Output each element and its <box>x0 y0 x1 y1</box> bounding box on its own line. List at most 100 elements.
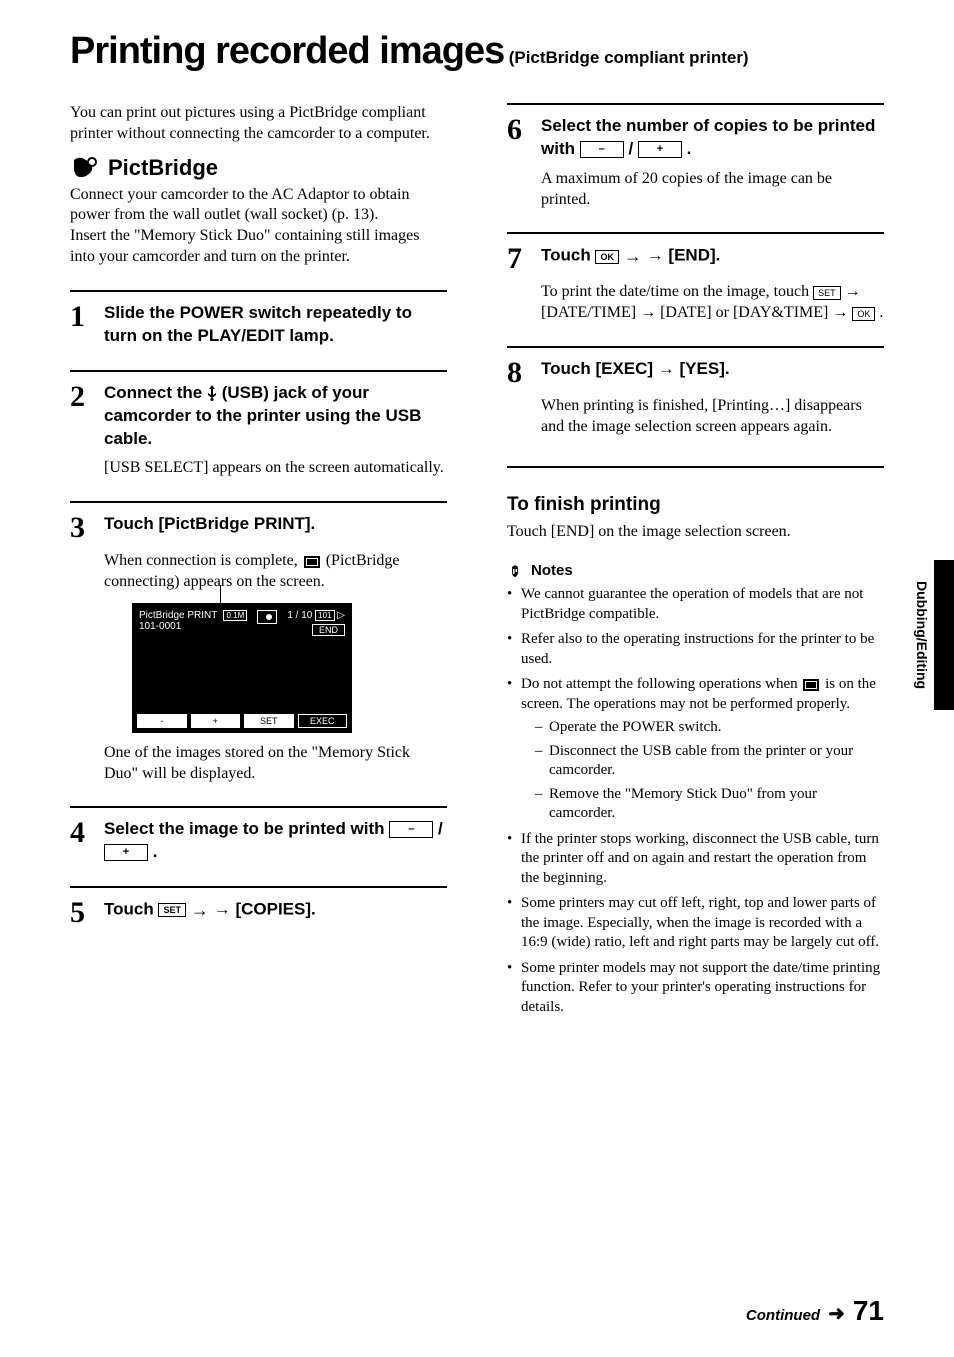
lcd-size: 0.1M <box>223 610 247 621</box>
note-item: If the printer stops working, disconnect… <box>507 830 884 889</box>
ok-button: OK <box>852 307 875 321</box>
lcd-title: PictBridge PRINT <box>139 610 217 621</box>
lcd-plus-button: + <box>191 714 241 728</box>
step-3: 3 Touch [PictBridge PRINT]. When connect… <box>70 501 447 784</box>
step-body: To print the date/time on the image, tou… <box>541 282 884 324</box>
note-subitem: Remove the "Memory Stick Duo" from your … <box>535 785 884 824</box>
step-title: Slide the POWER switch repeatedly to tur… <box>104 302 447 348</box>
notes-icon <box>507 563 523 579</box>
note-subitem: Disconnect the USB cable from the printe… <box>535 742 884 781</box>
continued-arrow-icon: ➜ <box>828 1301 845 1326</box>
note-subitem: Operate the POWER switch. <box>535 718 884 738</box>
note-item: Refer also to the operating instructions… <box>507 630 884 669</box>
pictbridge-text: Connect your camcorder to the AC Adaptor… <box>70 185 447 268</box>
step-6: 6 Select the number of copies to be prin… <box>507 103 884 210</box>
step-2: 2 Connect the (USB) jack of your camcord… <box>70 370 447 480</box>
pictbridge-icon <box>70 156 102 180</box>
step-number: 2 <box>70 382 94 412</box>
text: When connection is complete, <box>104 552 302 569</box>
arrow-icon: → <box>624 246 647 266</box>
step-number: 5 <box>70 898 94 928</box>
text: Connect the <box>104 383 207 402</box>
text: Touch <box>541 246 595 265</box>
connection-icon <box>304 556 320 568</box>
step-7: 7 Touch OK → → [END]. To print the date/… <box>507 232 884 324</box>
right-column: 6 Select the number of copies to be prin… <box>507 103 884 1023</box>
connection-icon <box>803 679 819 691</box>
step-4: 4 Select the image to be printed with – … <box>70 806 447 864</box>
lcd-exec-button: EXEC <box>298 714 348 728</box>
plus-button: + <box>638 141 682 158</box>
notes-label: Notes <box>531 562 573 579</box>
lcd-minus-button: - <box>137 714 187 728</box>
note-item: We cannot guarantee the operation of mod… <box>507 585 884 624</box>
text: . <box>879 304 883 321</box>
page-heading: Printing recorded images (PictBridge com… <box>70 30 884 73</box>
note-item: Some printers may cut off left, right, t… <box>507 894 884 953</box>
step-5: 5 Touch SET → → [COPIES]. <box>70 886 447 928</box>
text: / <box>438 819 443 838</box>
step-8: 8 Touch [EXEC] → [YES]. When printing is… <box>507 346 884 438</box>
usb-icon <box>207 385 217 401</box>
step-1: 1 Slide the POWER switch repeatedly to t… <box>70 290 447 348</box>
step-title: Touch [EXEC] → [YES]. <box>541 358 730 381</box>
step-title: Select the image to be printed with – / … <box>104 818 447 864</box>
lcd-illustration: PictBridge PRINT 101-0001 0.1M 1 / 10 <box>132 603 352 733</box>
note-item: Do not attempt the following operations … <box>507 675 884 824</box>
pictbridge-label: PictBridge <box>108 155 218 181</box>
left-column: You can print out pictures using a PictB… <box>70 103 447 1023</box>
step-body: A maximum of 20 copies of the image can … <box>541 169 884 211</box>
step-number: 1 <box>70 302 94 332</box>
lcd-end-button: END <box>312 624 345 636</box>
notes-heading: Notes <box>507 562 884 579</box>
text: Do not attempt the following operations … <box>521 676 801 692</box>
step-title: Touch [PictBridge PRINT]. <box>104 513 315 536</box>
arrow-icon: → <box>191 900 214 920</box>
side-label: Dubbing/Editing <box>914 560 930 710</box>
step-number: 6 <box>507 115 531 145</box>
text: Touch <box>104 900 158 919</box>
page-footer: Continued ➜ 71 <box>746 1295 884 1327</box>
minus-button: – <box>389 821 433 838</box>
text: 1 / 10 <box>287 610 312 621</box>
step-title: Select the number of copies to be printe… <box>541 115 884 161</box>
lcd-count: 1 / 10 101 ▷ <box>287 610 345 621</box>
step-title: Connect the (USB) jack of your camcorder… <box>104 382 447 451</box>
text: → [COPIES]. <box>214 900 316 919</box>
minus-button: – <box>580 141 624 158</box>
text: To print the date/time on the image, tou… <box>541 283 813 300</box>
side-tab <box>934 560 954 710</box>
lcd-mem: 101 <box>315 610 334 621</box>
heading-title: Printing recorded images <box>70 30 504 72</box>
finish-heading: To finish printing <box>507 466 884 516</box>
step-title: Touch OK → → [END]. <box>541 244 720 268</box>
step-title: Touch SET → → [COPIES]. <box>104 898 316 922</box>
step-number: 7 <box>507 244 531 274</box>
plus-button: + <box>104 844 148 861</box>
step-number: 3 <box>70 513 94 543</box>
text: . <box>153 842 158 861</box>
continued-label: Continued <box>746 1307 820 1324</box>
finish-body: Touch [END] on the image selection scree… <box>507 522 884 543</box>
intro-text: You can print out pictures using a PictB… <box>70 103 447 145</box>
step-body: When connection is complete, (PictBridge… <box>104 551 447 593</box>
pictbridge-logo: PictBridge <box>70 155 447 181</box>
page-number: 71 <box>853 1295 884 1327</box>
play-icon: ▷ <box>337 610 345 621</box>
set-button: SET <box>813 286 841 300</box>
camera-icon <box>257 610 277 624</box>
notes-list: We cannot guarantee the operation of mod… <box>507 585 884 1017</box>
lcd-set-button: SET <box>244 714 294 728</box>
lcd-file: 101-0001 <box>139 621 217 632</box>
text: Select the image to be printed with <box>104 819 389 838</box>
step-number: 8 <box>507 358 531 388</box>
step-after: One of the images stored on the "Memory … <box>104 743 447 785</box>
step-body: When printing is finished, [Printing…] d… <box>541 396 884 438</box>
step-number: 4 <box>70 818 94 848</box>
text: → [END]. <box>647 246 721 265</box>
step-body: [USB SELECT] appears on the screen autom… <box>104 458 447 479</box>
text: / <box>628 139 637 158</box>
set-button: SET <box>158 903 186 917</box>
note-item: Some printer models may not support the … <box>507 959 884 1018</box>
ok-button: OK <box>595 250 619 264</box>
